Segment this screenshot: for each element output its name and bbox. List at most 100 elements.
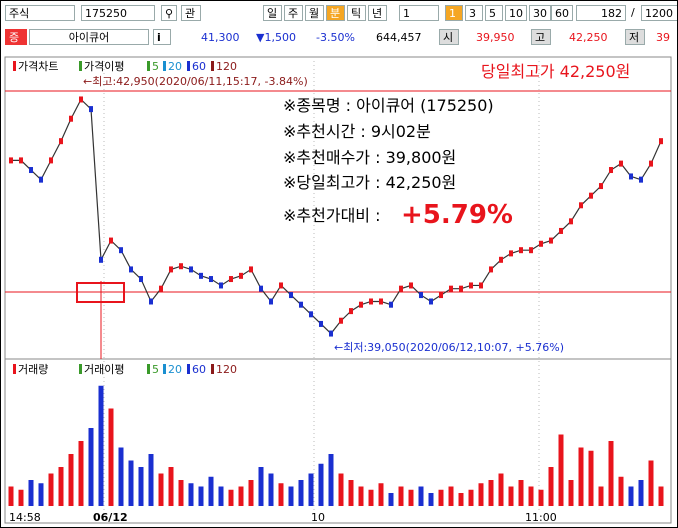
price-point xyxy=(469,282,473,289)
price-point xyxy=(209,276,213,283)
volume-bar xyxy=(48,473,54,506)
ratio-label: ※추천가대비 : xyxy=(283,206,380,225)
minute-tab[interactable]: 30 xyxy=(529,5,551,21)
price-point xyxy=(549,237,553,244)
volume-bar xyxy=(478,483,484,506)
volume-bar xyxy=(258,467,264,506)
legend-swatch xyxy=(79,61,82,71)
info-line: ※당일최고가 : 42,250원 xyxy=(283,173,456,192)
code-input[interactable]: 175250 xyxy=(81,5,155,21)
volume-bar xyxy=(448,486,454,506)
zoom-input[interactable]: 1200 xyxy=(641,5,677,21)
legend-label: 20 xyxy=(168,363,182,376)
min-note: ←최저:39,050(2020/06/12,10:07, +5.76%) xyxy=(334,341,564,354)
volume-bar xyxy=(568,480,574,506)
price-point xyxy=(79,96,83,103)
info-button[interactable]: i xyxy=(153,29,171,45)
price-point xyxy=(239,272,243,279)
minute-tab[interactable]: 5 xyxy=(485,5,503,21)
info-line: ※추천매수가 : 39,800원 xyxy=(283,148,456,167)
price-point xyxy=(459,285,463,292)
legend-swatch xyxy=(187,61,190,71)
period-tab[interactable]: 주 xyxy=(284,5,303,21)
volume-bar xyxy=(298,480,304,506)
legend-label: 거래이평 xyxy=(84,363,124,376)
minute-tab[interactable]: 1 xyxy=(445,5,463,21)
volume-bar xyxy=(388,493,394,506)
x-label: 06/12 xyxy=(93,511,128,524)
volume-bar xyxy=(418,486,424,506)
price-point xyxy=(179,263,183,270)
price-point xyxy=(639,176,643,183)
minute-tab[interactable]: 60 xyxy=(551,5,573,21)
low: 39 xyxy=(656,31,670,44)
volume-bar xyxy=(168,467,174,506)
bars-input[interactable]: 182 xyxy=(576,5,626,21)
count-select[interactable]: 1 xyxy=(399,5,439,21)
price-point xyxy=(99,256,103,263)
price-point xyxy=(139,276,143,283)
price-point xyxy=(159,285,163,292)
period-tab[interactable]: 틱 xyxy=(347,5,366,21)
legend-swatch xyxy=(147,61,150,71)
volume-bar xyxy=(508,486,514,506)
volume-bar xyxy=(488,480,494,506)
price-point xyxy=(329,330,333,337)
price-point xyxy=(519,247,523,254)
minute-tab[interactable]: 10 xyxy=(505,5,527,21)
price-point xyxy=(309,311,313,318)
price-point xyxy=(619,160,623,167)
price-point xyxy=(439,292,443,299)
price-point xyxy=(279,282,283,289)
legend-label: 거래량 xyxy=(18,363,48,376)
x-label: 11:00 xyxy=(525,511,557,524)
price-point xyxy=(69,115,73,122)
minute-tab[interactable]: 3 xyxy=(465,5,483,21)
badge: 증 xyxy=(5,29,27,45)
price-point xyxy=(149,298,153,305)
price-point xyxy=(449,285,453,292)
legend-swatch xyxy=(211,364,214,374)
volume-bar xyxy=(338,473,344,506)
price-point xyxy=(269,298,273,305)
volume-bar xyxy=(188,483,194,506)
volume-bar xyxy=(288,486,294,506)
volume-bar xyxy=(518,480,524,506)
price-point xyxy=(529,247,533,254)
volume-bar xyxy=(98,385,104,506)
volume-bar xyxy=(348,480,354,506)
volume: 644,457 xyxy=(376,31,422,44)
volume-bar xyxy=(498,473,504,506)
max-note: ←최고:42,950(2020/06/11,15:17, -3.84%) xyxy=(83,75,308,88)
period-tab[interactable]: 분 xyxy=(326,5,345,21)
price: 41,300 xyxy=(201,31,240,44)
period-tab[interactable]: 월 xyxy=(305,5,324,21)
volume-bar xyxy=(648,460,654,506)
period-tab[interactable]: 년 xyxy=(368,5,387,21)
period-tab[interactable]: 일 xyxy=(263,5,282,21)
market-select[interactable]: 주식 xyxy=(5,5,75,21)
search-button[interactable]: ⚲ xyxy=(161,5,177,21)
price-point xyxy=(489,266,493,273)
volume-bar xyxy=(598,486,604,506)
price-point xyxy=(119,247,123,254)
volume-bar xyxy=(358,486,364,506)
volume-bar xyxy=(618,476,624,506)
headline: 당일최고가 42,250원 xyxy=(481,62,630,81)
open: 39,950 xyxy=(476,31,515,44)
volume-bar xyxy=(278,483,284,506)
volume-bar xyxy=(438,489,444,506)
volume-bar xyxy=(268,473,274,506)
chart-frame xyxy=(4,56,672,524)
volume-bar xyxy=(218,486,224,506)
legend-label: 60 xyxy=(192,363,206,376)
volume-bar xyxy=(548,467,554,506)
volume-bar xyxy=(38,483,44,506)
volume-bar xyxy=(198,486,204,506)
legend-label: 20 xyxy=(168,60,182,73)
volume-bar xyxy=(588,450,594,506)
price-point xyxy=(419,292,423,299)
volume-bar xyxy=(68,454,74,506)
link-button[interactable]: 관 xyxy=(181,5,201,21)
